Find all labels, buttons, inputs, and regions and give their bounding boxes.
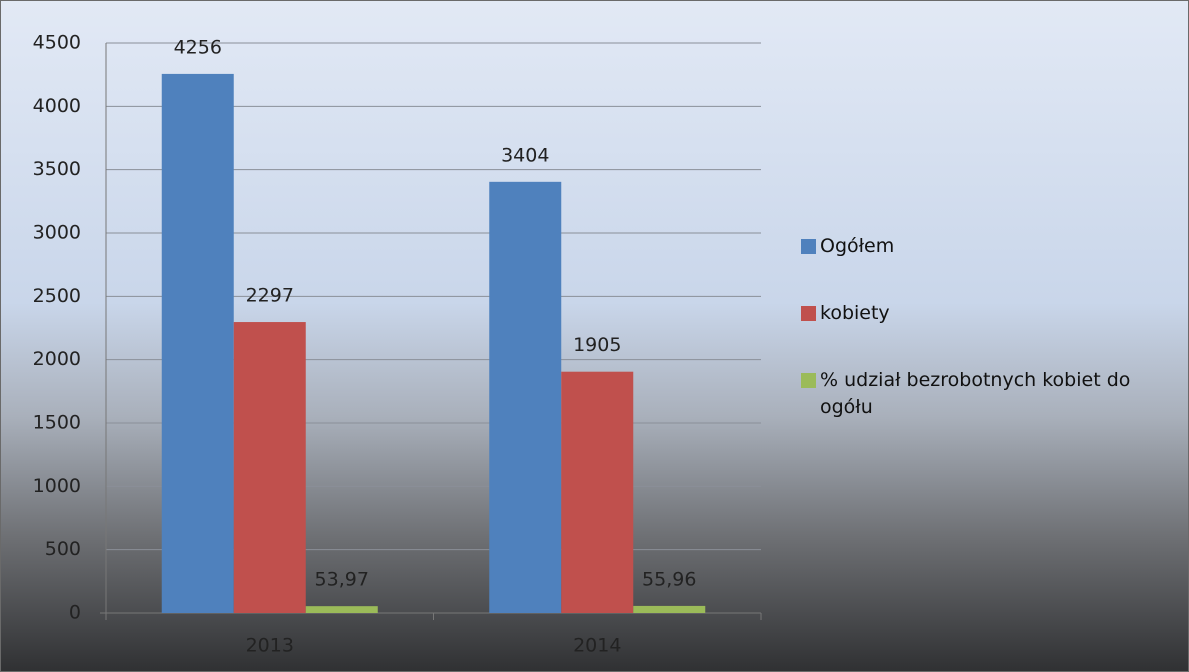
y-tick-label: 1500 (33, 412, 81, 434)
data-label: 55,96 (642, 568, 696, 590)
legend-swatch (801, 373, 816, 388)
data-label: 4256 (174, 36, 222, 58)
data-label: 53,97 (315, 569, 369, 591)
bar (161, 73, 234, 613)
bar (489, 181, 562, 613)
bar (633, 605, 706, 613)
legend-swatch (801, 306, 816, 321)
y-tick-label: 2000 (33, 348, 81, 370)
y-tick-label: 500 (45, 538, 81, 560)
legend-item: kobiety (801, 300, 1181, 327)
x-tick-label: 2013 (246, 635, 294, 657)
legend-label: % udział bezrobotnych kobiet do ogółu (820, 369, 1131, 418)
y-tick-label: 3000 (33, 222, 81, 244)
legend-item: Ogółem (801, 233, 1181, 260)
data-label: 2297 (246, 285, 294, 307)
bar (561, 371, 634, 613)
legend-swatch (801, 239, 816, 254)
bar (305, 606, 378, 613)
bar (233, 322, 306, 613)
y-tick-label: 1000 (33, 475, 81, 497)
legend-item: % udział bezrobotnych kobiet do ogółu (801, 367, 1181, 421)
legend: Ogółem kobiety % udział bezrobotnych kobie… (801, 233, 1181, 461)
y-tick-label: 4000 (33, 95, 81, 117)
data-label: 3404 (501, 144, 549, 166)
y-tick-label: 0 (69, 602, 81, 624)
y-tick-label: 4500 (33, 32, 81, 54)
legend-label: Ogółem (820, 235, 895, 257)
x-tick-label: 2014 (573, 635, 621, 657)
data-label: 1905 (573, 334, 621, 356)
legend-label: kobiety (820, 302, 890, 324)
y-tick-label: 2500 (33, 285, 81, 307)
y-tick-label: 3500 (33, 158, 81, 180)
